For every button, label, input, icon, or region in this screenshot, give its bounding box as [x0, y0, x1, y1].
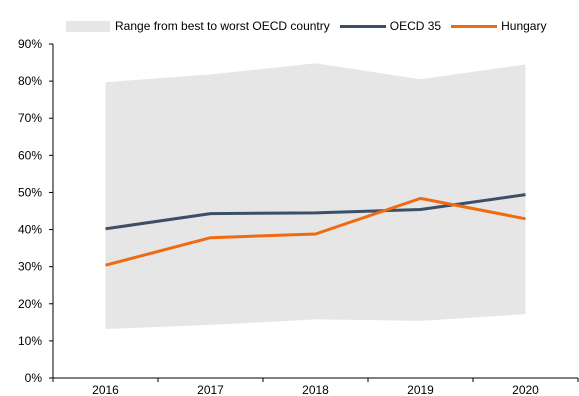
legend-swatch-range — [66, 20, 110, 32]
legend-item-hungary: Hungary — [451, 19, 546, 33]
range-band-area — [105, 63, 526, 330]
x-tick-label: 2017 — [197, 383, 224, 396]
legend-label-hungary: Hungary — [501, 19, 547, 33]
x-tick-label: 2016 — [92, 383, 119, 396]
x-tick-label: 2019 — [407, 383, 434, 396]
legend-label-oecd: OECD 35 — [389, 19, 442, 33]
y-tick-label: 90% — [18, 37, 42, 51]
legend-item-range: Range from best to worst OECD country — [66, 19, 330, 33]
y-tick-label: 30% — [18, 260, 42, 274]
y-tick-label: 80% — [18, 74, 42, 88]
y-tick-label: 70% — [18, 111, 42, 125]
legend-swatch-oecd — [339, 24, 386, 28]
legend-label-range: Range from best to worst OECD country — [115, 19, 330, 33]
x-tick-label: 2020 — [512, 383, 539, 396]
y-tick-label: 40% — [18, 223, 42, 237]
series-line-hungary — [105, 196, 526, 267]
y-tick-label: 20% — [18, 297, 42, 311]
legend-item-oecd: OECD 35 — [339, 19, 442, 33]
y-tick-label: 10% — [18, 334, 42, 348]
y-tick-label: 0% — [25, 371, 43, 385]
y-tick-label: 50% — [18, 185, 42, 199]
legend-swatch-hungary — [451, 24, 498, 28]
y-tick-label: 60% — [18, 148, 42, 162]
x-tick-label: 2018 — [302, 383, 329, 396]
chart-legend: Range from best to worst OECD country OE… — [66, 16, 556, 36]
